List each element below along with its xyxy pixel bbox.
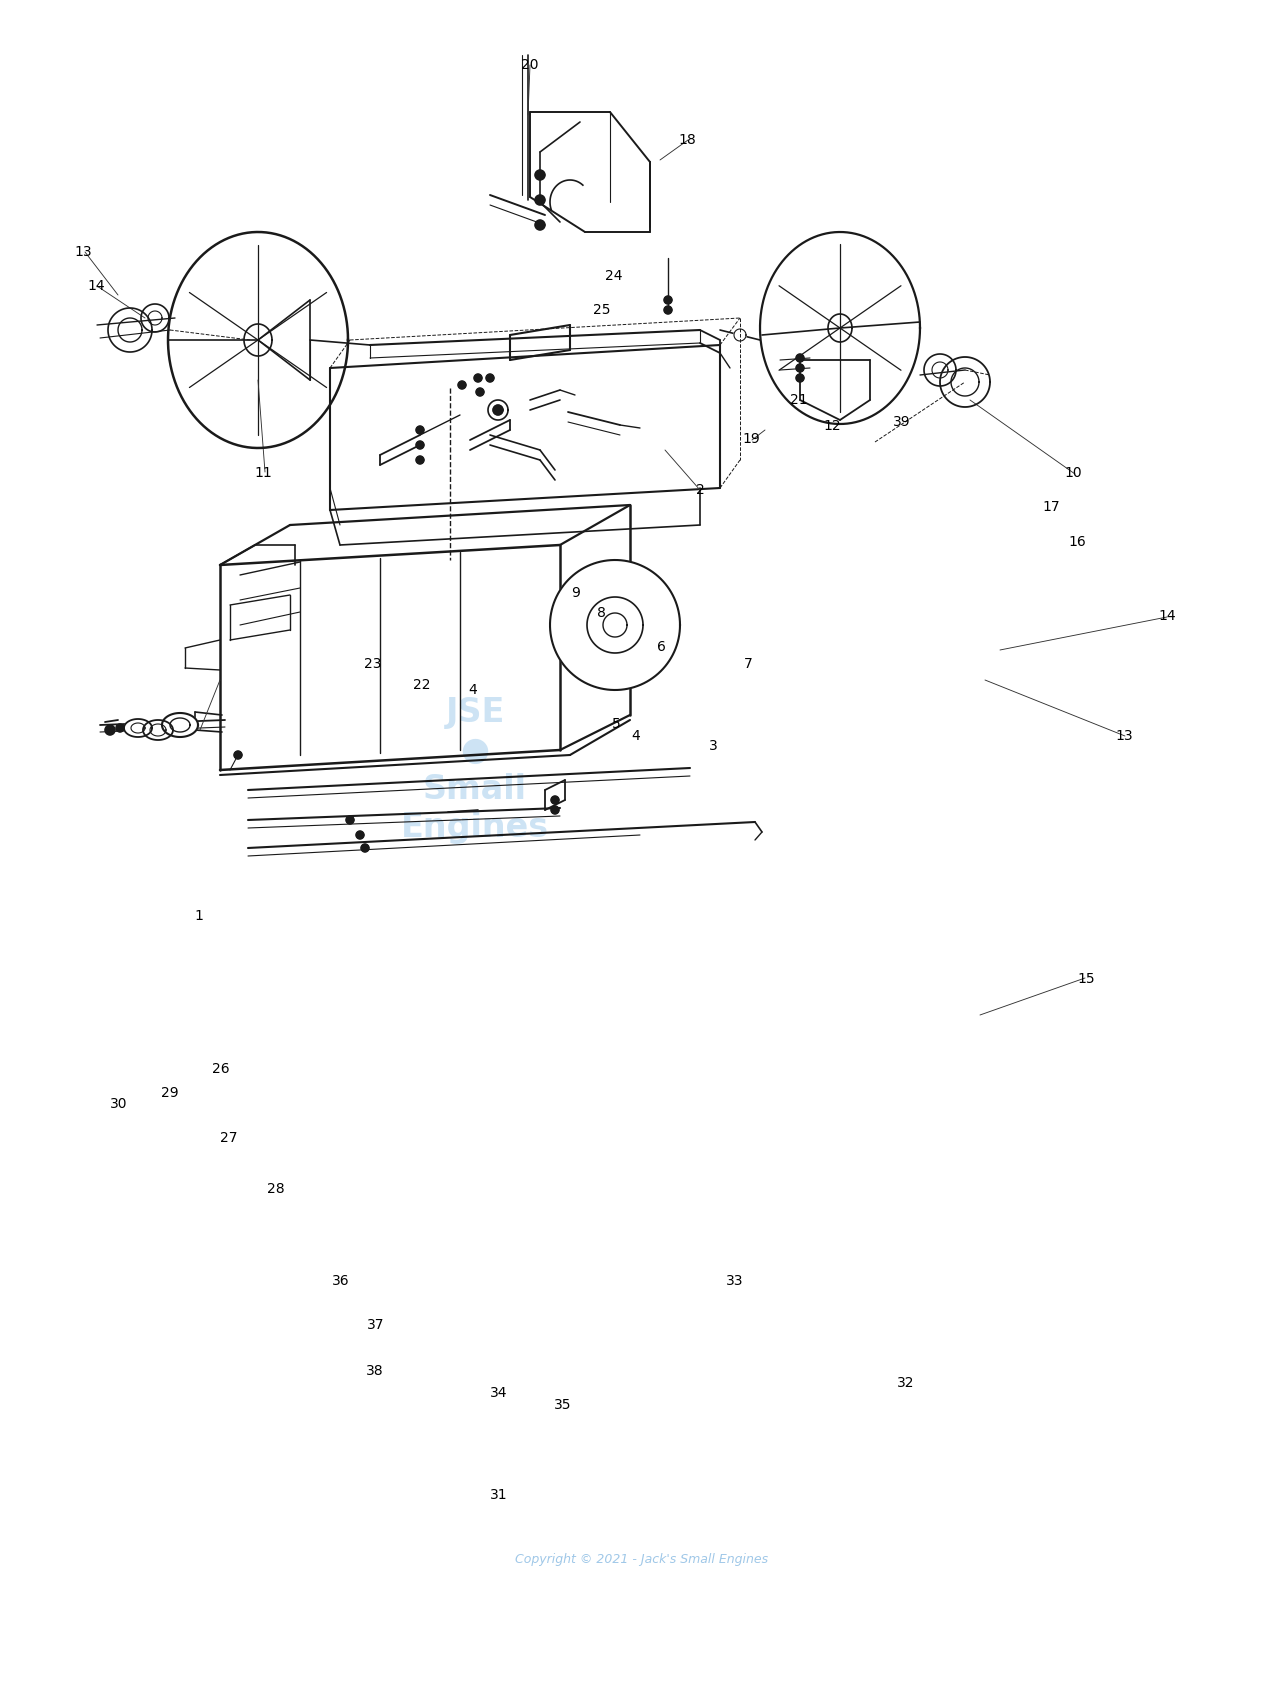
Text: 18: 18 [678,133,696,146]
Polygon shape [587,598,642,652]
Text: 14: 14 [87,279,105,293]
Text: 9: 9 [572,586,580,599]
Text: 3: 3 [709,739,717,753]
Text: 34: 34 [490,1386,508,1400]
Text: 30: 30 [109,1097,127,1110]
Text: 39: 39 [893,416,911,429]
Text: 13: 13 [75,245,93,259]
Text: 31: 31 [490,1488,508,1502]
Polygon shape [493,405,502,416]
Polygon shape [664,296,672,305]
Polygon shape [664,307,672,313]
Polygon shape [105,725,114,736]
Text: 14: 14 [1158,610,1176,623]
Polygon shape [346,816,353,824]
Text: 1: 1 [195,909,203,923]
Polygon shape [535,220,545,230]
Text: 17: 17 [1042,501,1060,514]
Text: 10: 10 [1064,467,1082,480]
Polygon shape [356,831,364,840]
Text: 6: 6 [658,640,666,654]
Text: 24: 24 [605,269,623,283]
Text: 21: 21 [790,393,808,407]
Polygon shape [108,308,152,353]
Text: Copyright © 2021 - Jack's Small Engines: Copyright © 2021 - Jack's Small Engines [515,1553,768,1567]
Polygon shape [535,170,545,181]
Text: 5: 5 [613,717,621,731]
Polygon shape [474,375,482,381]
Polygon shape [795,364,804,371]
Text: 29: 29 [161,1087,179,1100]
Polygon shape [143,720,173,741]
Text: 36: 36 [332,1274,350,1287]
Text: 28: 28 [267,1182,285,1196]
Polygon shape [486,375,493,381]
Text: 23: 23 [364,657,382,671]
Polygon shape [924,354,956,387]
Text: 22: 22 [412,678,430,691]
Text: 11: 11 [254,467,272,480]
Text: 37: 37 [366,1318,384,1332]
Polygon shape [116,724,123,732]
Text: JSE
●
Small
Engines: JSE ● Small Engines [401,697,549,843]
Text: 20: 20 [520,58,538,72]
Text: 16: 16 [1068,535,1086,548]
Polygon shape [416,441,424,450]
Text: 26: 26 [212,1063,230,1076]
Polygon shape [475,388,484,397]
Text: 35: 35 [554,1398,572,1412]
Text: 4: 4 [632,729,640,743]
Polygon shape [125,719,152,737]
Polygon shape [795,354,804,363]
Text: 2: 2 [696,484,704,497]
Polygon shape [535,196,545,204]
Polygon shape [141,305,170,332]
Text: 4: 4 [469,683,477,697]
Text: 19: 19 [743,433,761,446]
Text: 27: 27 [220,1131,238,1144]
Text: 13: 13 [1115,729,1133,743]
Text: 8: 8 [598,606,605,620]
Text: 32: 32 [897,1376,915,1390]
Text: 7: 7 [744,657,752,671]
Polygon shape [488,400,508,421]
Polygon shape [551,795,559,804]
Polygon shape [162,714,198,737]
Text: 25: 25 [592,303,610,317]
Polygon shape [941,358,989,407]
Polygon shape [416,426,424,434]
Text: 38: 38 [366,1364,384,1378]
Polygon shape [551,806,559,814]
Polygon shape [550,560,680,690]
Polygon shape [361,845,369,852]
Text: 33: 33 [726,1274,744,1287]
Polygon shape [457,381,466,388]
Polygon shape [734,329,747,341]
Polygon shape [234,751,242,760]
Text: 12: 12 [824,419,842,433]
Polygon shape [795,375,804,381]
Text: 15: 15 [1077,972,1095,986]
Polygon shape [416,456,424,463]
